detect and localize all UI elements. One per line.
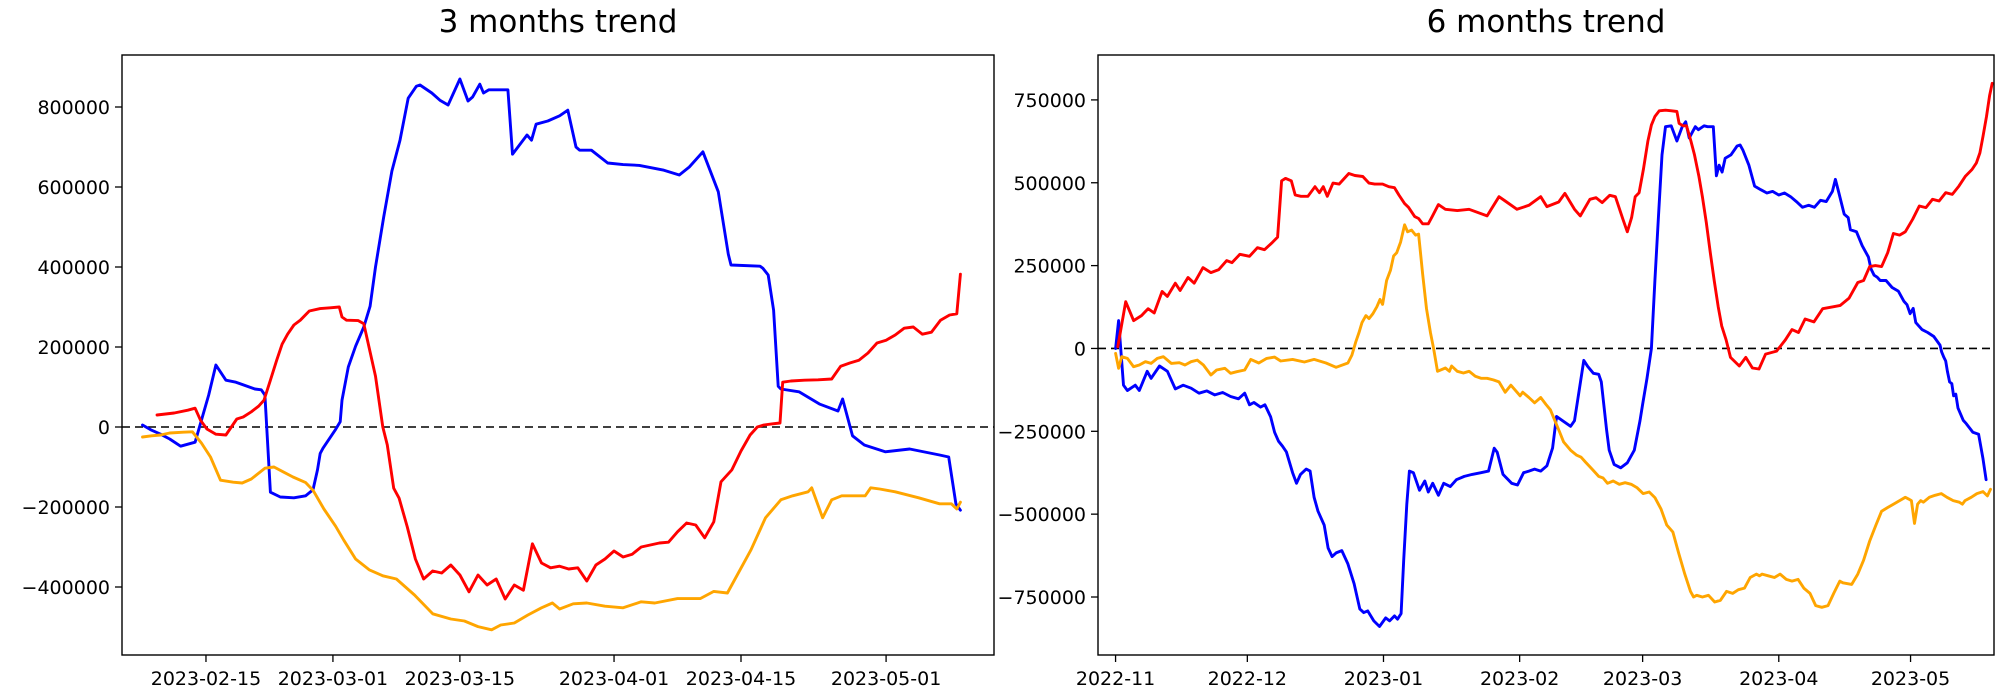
series-orange-line xyxy=(141,430,962,632)
x-tick-label: 2023-02-15 xyxy=(151,668,261,690)
y-tick-label: −500000 xyxy=(998,504,1086,526)
y-tick-label: 750000 xyxy=(1013,90,1086,112)
y-tick-label: 0 xyxy=(1074,338,1086,360)
chart-title-3-months: 3 months trend xyxy=(438,4,678,40)
x-tick-label: 2023-04-01 xyxy=(559,668,669,690)
series-red-line xyxy=(155,272,962,601)
y-tick-label: 800000 xyxy=(37,97,110,119)
chart-title-6-months: 6 months trend xyxy=(1426,4,1666,40)
plot-border xyxy=(121,54,995,656)
x-tick-label: 2022-12 xyxy=(1208,668,1287,690)
series-blue-line xyxy=(1114,120,1988,628)
x-tick-label: 2023-04 xyxy=(1739,668,1818,690)
y-tick-label: −250000 xyxy=(998,421,1086,443)
y-tick-label: 500000 xyxy=(1013,173,1086,195)
x-tick-label: 2023-03 xyxy=(1603,668,1682,690)
x-tick-label: 2023-02 xyxy=(1480,668,1559,690)
y-tick-label: −200000 xyxy=(22,497,110,519)
y-tick-label: −400000 xyxy=(22,577,110,599)
series-blue-line xyxy=(141,77,962,512)
y-tick-label: 0 xyxy=(98,417,110,439)
y-tick-label: 400000 xyxy=(37,257,110,279)
plot-border xyxy=(1097,54,1995,656)
x-tick-label: 2023-01 xyxy=(1344,668,1423,690)
y-tick-label: 200000 xyxy=(37,337,110,359)
y-tick-label: 600000 xyxy=(37,177,110,199)
x-tick-label: 2023-04-15 xyxy=(686,668,796,690)
y-tick-label: 250000 xyxy=(1013,256,1086,278)
series-orange-line xyxy=(1114,223,1992,609)
x-tick-label: 2023-03-15 xyxy=(405,668,515,690)
x-tick-label: 2022-11 xyxy=(1076,668,1155,690)
y-tick-label: −750000 xyxy=(998,587,1086,609)
x-tick-label: 2023-05 xyxy=(1871,668,1950,690)
x-tick-label: 2023-03-01 xyxy=(278,668,388,690)
x-tick-label: 2023-05-01 xyxy=(831,668,941,690)
series-red-line xyxy=(1116,81,1994,371)
